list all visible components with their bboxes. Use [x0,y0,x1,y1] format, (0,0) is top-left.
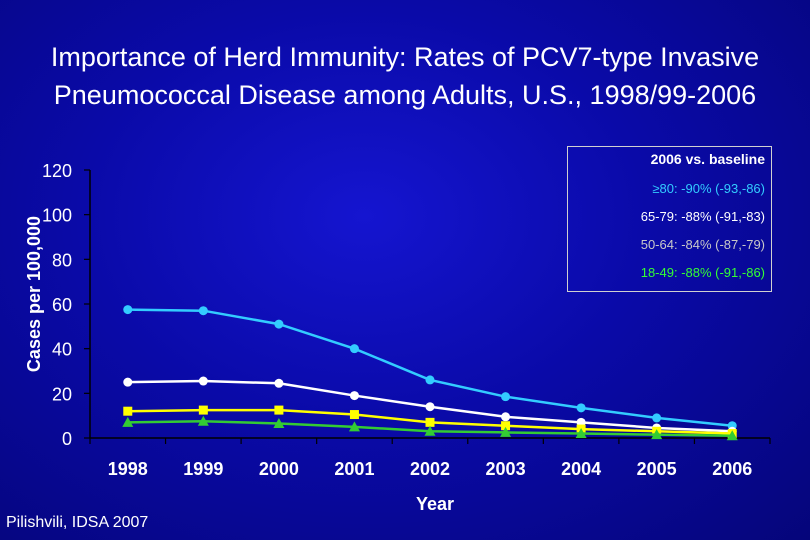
data-point [501,412,511,422]
data-point [197,415,209,426]
x-tick-label: 2001 [334,459,374,479]
data-point [274,319,284,329]
data-point [123,377,133,387]
data-point [425,417,435,427]
data-point [425,402,435,412]
title-line-1: Importance of Herd Immunity: Rates of PC… [50,42,760,72]
data-point [576,403,586,413]
legend: 2006 vs. baseline ≥80: -90% (-93,-86) 65-… [567,146,772,292]
x-tick-label: 2000 [259,459,299,479]
x-tick-label: 1998 [108,459,148,479]
data-point [651,429,663,440]
legend-title: 2006 vs. baseline [650,151,765,167]
y-tick-label: 120 [42,161,72,181]
y-tick-label: 0 [62,429,72,449]
data-point [122,416,134,427]
data-point [198,376,208,386]
x-tick-label: 2002 [410,459,450,479]
data-point [726,430,738,441]
source-citation: Pilishvili, IDSA 2007 [6,514,149,531]
y-tick-label: 60 [52,295,72,315]
data-point [575,428,587,439]
x-tick-label: 2005 [637,459,677,479]
x-axis-label: Year [416,494,454,514]
data-point [501,421,511,431]
data-point [274,378,284,388]
data-point [349,344,359,354]
data-point [349,410,359,420]
data-point [348,421,360,432]
data-point [500,426,512,437]
data-point [501,392,511,402]
x-tick-label: 1999 [183,459,223,479]
data-point [424,425,436,436]
y-tick-label: 80 [52,250,72,270]
y-tick-label: 40 [52,340,72,360]
data-point [425,375,435,385]
legend-row: 18-49: -88% (-91,-86) [640,265,765,280]
data-point [652,413,662,423]
title-line-2: Pneumococcal Disease among Adults, U.S.,… [53,80,757,110]
y-tick-label: 100 [42,206,72,226]
legend-row: ≥80: -90% (-93,-86) [652,181,765,196]
data-point [198,306,208,316]
y-tick-label: 20 [52,384,72,404]
x-tick-label: 2004 [561,459,601,479]
data-point [123,406,133,416]
y-axis-label: Cases per 100,000 [24,216,44,372]
x-tick-label: 2003 [486,459,526,479]
data-point [349,391,359,401]
data-point [198,405,208,415]
x-tick-label: 2006 [712,459,752,479]
chart-title: Importance of Herd Immunity: Rates of PC… [0,38,810,114]
data-point [123,305,133,315]
data-point [274,405,284,415]
data-point [273,417,285,428]
legend-row: 50-64: -84% (-87,-79) [640,237,765,252]
legend-row: 65-79: -88% (-91,-83) [640,209,765,224]
